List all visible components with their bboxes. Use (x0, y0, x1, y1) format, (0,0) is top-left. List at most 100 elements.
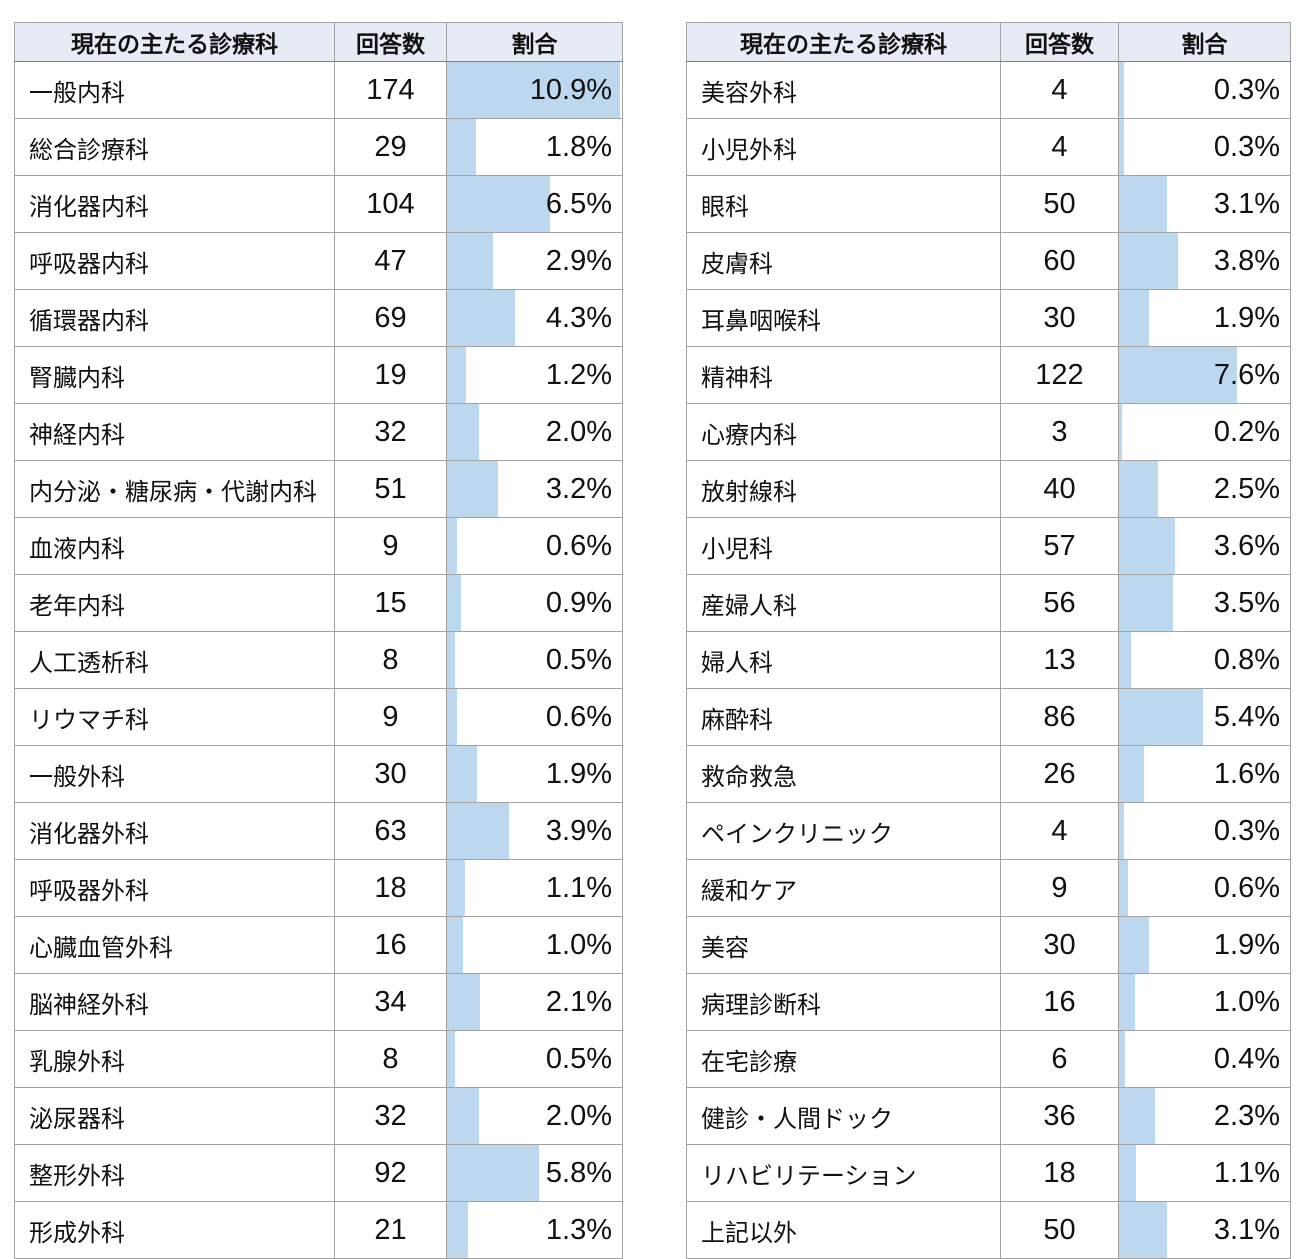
department-cell: 心臓血管外科 (14, 916, 335, 974)
ratio-value: 0.5% (545, 1042, 612, 1075)
count-cell: 60 (1000, 232, 1119, 290)
ratio-value: 1.1% (1213, 1156, 1280, 1189)
ratio-bar (1119, 1088, 1155, 1144)
survey-tables-page: 現在の主たる診療科 回答数 割合 一般内科 174 10.9% 総合診療科 29 1.8%… (14, 22, 1291, 1259)
ratio-cell: 1.9% (446, 745, 623, 803)
ratio-value: 1.2% (545, 358, 612, 391)
department-cell: 内分泌・糖尿病・代謝内科 (14, 460, 335, 518)
ratio-bar (1119, 803, 1124, 859)
department-cell: 老年内科 (14, 574, 335, 632)
count-cell: 63 (334, 802, 447, 860)
count-cell: 26 (1000, 745, 1119, 803)
table-row: 健診・人間ドック 36 2.3% (686, 1087, 1291, 1145)
table-row: 人工透析科 8 0.5% (14, 631, 623, 689)
ratio-value: 1.1% (545, 871, 612, 904)
table-row: 内分泌・糖尿病・代謝内科 51 3.2% (14, 460, 623, 518)
department-cell: 婦人科 (686, 631, 1001, 689)
table-row: 救命救急 26 1.6% (686, 745, 1291, 803)
ratio-cell: 2.5% (1118, 460, 1291, 518)
count-cell: 16 (1000, 973, 1119, 1031)
table-row: 在宅診療 6 0.4% (686, 1030, 1291, 1088)
ratio-bar (1119, 1202, 1168, 1258)
count-cell: 30 (1000, 916, 1119, 974)
ratio-value: 3.1% (1213, 187, 1280, 220)
table-row: 脳神経外科 34 2.1% (14, 973, 623, 1031)
ratio-cell: 1.3% (446, 1201, 623, 1259)
ratio-bar (1119, 62, 1124, 118)
department-cell: 美容外科 (686, 61, 1001, 119)
ratio-cell: 1.1% (1118, 1144, 1291, 1202)
department-cell: 消化器外科 (14, 802, 335, 860)
department-cell: 耳鼻咽喉科 (686, 289, 1001, 347)
ratio-cell: 1.6% (1118, 745, 1291, 803)
count-cell: 29 (334, 118, 447, 176)
count-cell: 18 (334, 859, 447, 917)
ratio-bar (447, 176, 551, 232)
ratio-cell: 1.2% (446, 346, 623, 404)
count-cell: 86 (1000, 688, 1119, 746)
department-cell: ペインクリニック (686, 802, 1001, 860)
ratio-value: 3.9% (545, 814, 612, 847)
table-row: 老年内科 15 0.9% (14, 574, 623, 632)
department-cell: 総合診療科 (14, 118, 335, 176)
ratio-cell: 0.4% (1118, 1030, 1291, 1088)
ratio-bar (447, 746, 478, 802)
department-table-right: 現在の主たる診療科 回答数 割合 美容外科 4 0.3% 小児外科 4 0.3% 眼科 50 3… (686, 22, 1291, 1259)
ratio-value: 3.1% (1213, 1213, 1280, 1246)
table-row: 婦人科 13 0.8% (686, 631, 1291, 689)
ratio-cell: 2.0% (446, 403, 623, 461)
ratio-value: 2.1% (545, 985, 612, 1018)
count-cell: 4 (1000, 802, 1119, 860)
department-cell: 血液内科 (14, 517, 335, 575)
ratio-bar (1119, 632, 1132, 688)
department-cell: 泌尿器科 (14, 1087, 335, 1145)
ratio-value: 3.6% (1213, 529, 1280, 562)
ratio-value: 5.8% (545, 1156, 612, 1189)
ratio-value: 2.9% (545, 244, 612, 277)
count-cell: 56 (1000, 574, 1119, 632)
count-cell: 32 (334, 1087, 447, 1145)
department-cell: 小児科 (686, 517, 1001, 575)
ratio-cell: 3.9% (446, 802, 623, 860)
ratio-value: 1.3% (545, 1213, 612, 1246)
ratio-bar (447, 1145, 540, 1201)
count-cell: 21 (334, 1201, 447, 1259)
department-table: 現在の主たる診療科 回答数 割合 美容外科 4 0.3% 小児外科 4 0.3% 眼科 50 3… (686, 22, 1291, 1259)
ratio-bar (1119, 290, 1149, 346)
ratio-cell: 2.3% (1118, 1087, 1291, 1145)
ratio-value: 0.3% (1213, 814, 1280, 847)
ratio-cell: 3.5% (1118, 574, 1291, 632)
ratio-value: 7.6% (1213, 358, 1280, 391)
ratio-bar (447, 1088, 479, 1144)
ratio-cell: 7.6% (1118, 346, 1291, 404)
count-cell: 9 (334, 517, 447, 575)
count-cell: 6 (1000, 1030, 1119, 1088)
table-row: 皮膚科 60 3.8% (686, 232, 1291, 290)
ratio-cell: 0.2% (1118, 403, 1291, 461)
ratio-bar (1119, 461, 1158, 517)
ratio-value: 1.8% (545, 130, 612, 163)
department-column-header: 現在の主たる診療科 (14, 22, 335, 62)
ratio-value: 2.5% (1213, 472, 1280, 505)
department-cell: 精神科 (686, 346, 1001, 404)
ratio-value: 3.8% (1213, 244, 1280, 277)
ratio-cell: 3.8% (1118, 232, 1291, 290)
ratio-cell: 0.5% (446, 631, 623, 689)
ratio-bar (447, 917, 463, 973)
count-cell: 9 (334, 688, 447, 746)
ratio-cell: 2.9% (446, 232, 623, 290)
ratio-cell: 0.6% (446, 688, 623, 746)
ratio-value: 0.8% (1213, 643, 1280, 676)
department-cell: 脳神経外科 (14, 973, 335, 1031)
department-cell: 皮膚科 (686, 232, 1001, 290)
department-cell: 呼吸器内科 (14, 232, 335, 290)
ratio-cell: 2.1% (446, 973, 623, 1031)
department-cell: 腎臓内科 (14, 346, 335, 404)
ratio-bar (1119, 974, 1135, 1030)
ratio-cell: 1.0% (1118, 973, 1291, 1031)
count-cell: 8 (334, 1030, 447, 1088)
ratio-cell: 0.9% (446, 574, 623, 632)
header-row: 現在の主たる診療科 回答数 割合 (686, 22, 1291, 62)
department-cell: 消化器内科 (14, 175, 335, 233)
department-column-header: 現在の主たる診療科 (686, 22, 1001, 62)
